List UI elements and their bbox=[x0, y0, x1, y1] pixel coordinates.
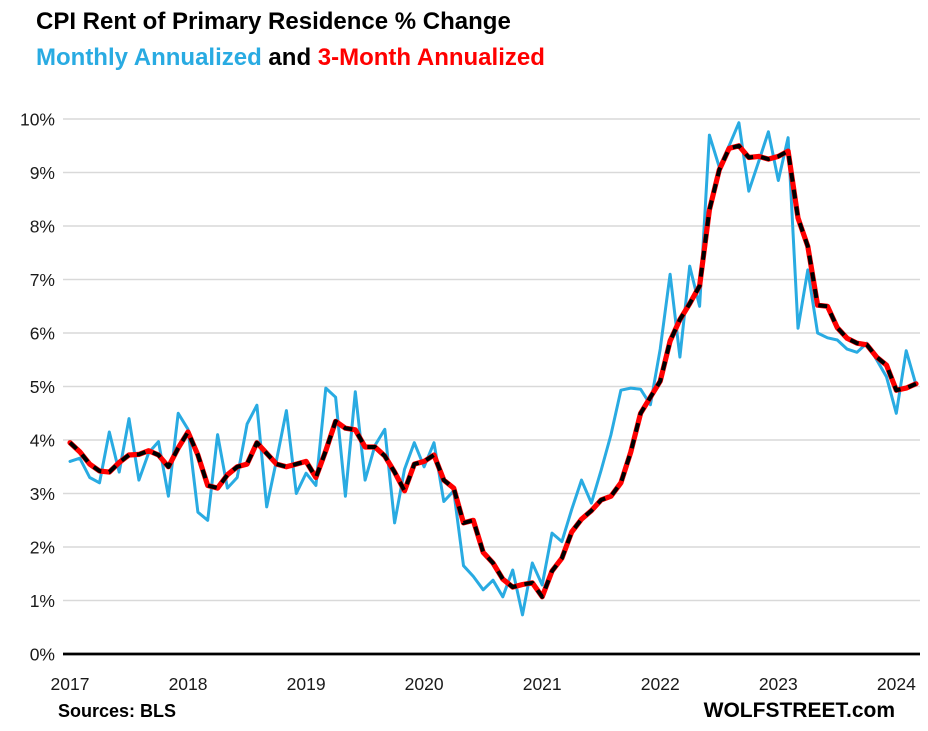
y-tick-label-4%: 4% bbox=[30, 431, 55, 451]
y-tick-label-0%: 0% bbox=[30, 645, 55, 665]
x-tick-label-2017: 2017 bbox=[51, 674, 90, 694]
chart-title: CPI Rent of Primary Residence % Change bbox=[36, 8, 511, 35]
subtitle-monthly-annualized: Monthly Annualized bbox=[36, 44, 262, 71]
y-tick-label-3%: 3% bbox=[30, 484, 55, 504]
y-tick-label-7%: 7% bbox=[30, 270, 55, 290]
x-tick-label-2019: 2019 bbox=[287, 674, 326, 694]
x-tick-label-2021: 2021 bbox=[523, 674, 562, 694]
x-tick-label-2022: 2022 bbox=[641, 674, 680, 694]
y-tick-label-1%: 1% bbox=[30, 591, 55, 611]
y-tick-label-5%: 5% bbox=[30, 377, 55, 397]
y-tick-label-8%: 8% bbox=[30, 217, 55, 237]
y-tick-label-9%: 9% bbox=[30, 163, 55, 183]
y-tick-label-10%: 10% bbox=[20, 110, 55, 130]
series-line-monthly-annualized bbox=[68, 121, 918, 617]
series-line-3-month-annualized bbox=[67, 143, 919, 600]
x-tick-label-2024: 2024 bbox=[877, 674, 916, 694]
sources-label: Sources: BLS bbox=[58, 701, 177, 721]
wolfstreet-brand: WOLFSTREET.com bbox=[703, 699, 895, 722]
series-dash-overlay-3-month-annualized bbox=[68, 143, 917, 599]
y-tick-label-6%: 6% bbox=[30, 324, 55, 344]
x-tick-label-2018: 2018 bbox=[169, 674, 208, 694]
x-tick-label-2020: 2020 bbox=[405, 674, 444, 694]
subtitle-and: and bbox=[261, 44, 318, 71]
subtitle-3-month-annualized: 3-Month Annualized bbox=[317, 44, 545, 71]
y-tick-label-2%: 2% bbox=[30, 538, 55, 558]
chart-subtitle: Monthly Annualized and 3-Month Annualize… bbox=[36, 44, 545, 72]
x-tick-label-2023: 2023 bbox=[759, 674, 798, 694]
